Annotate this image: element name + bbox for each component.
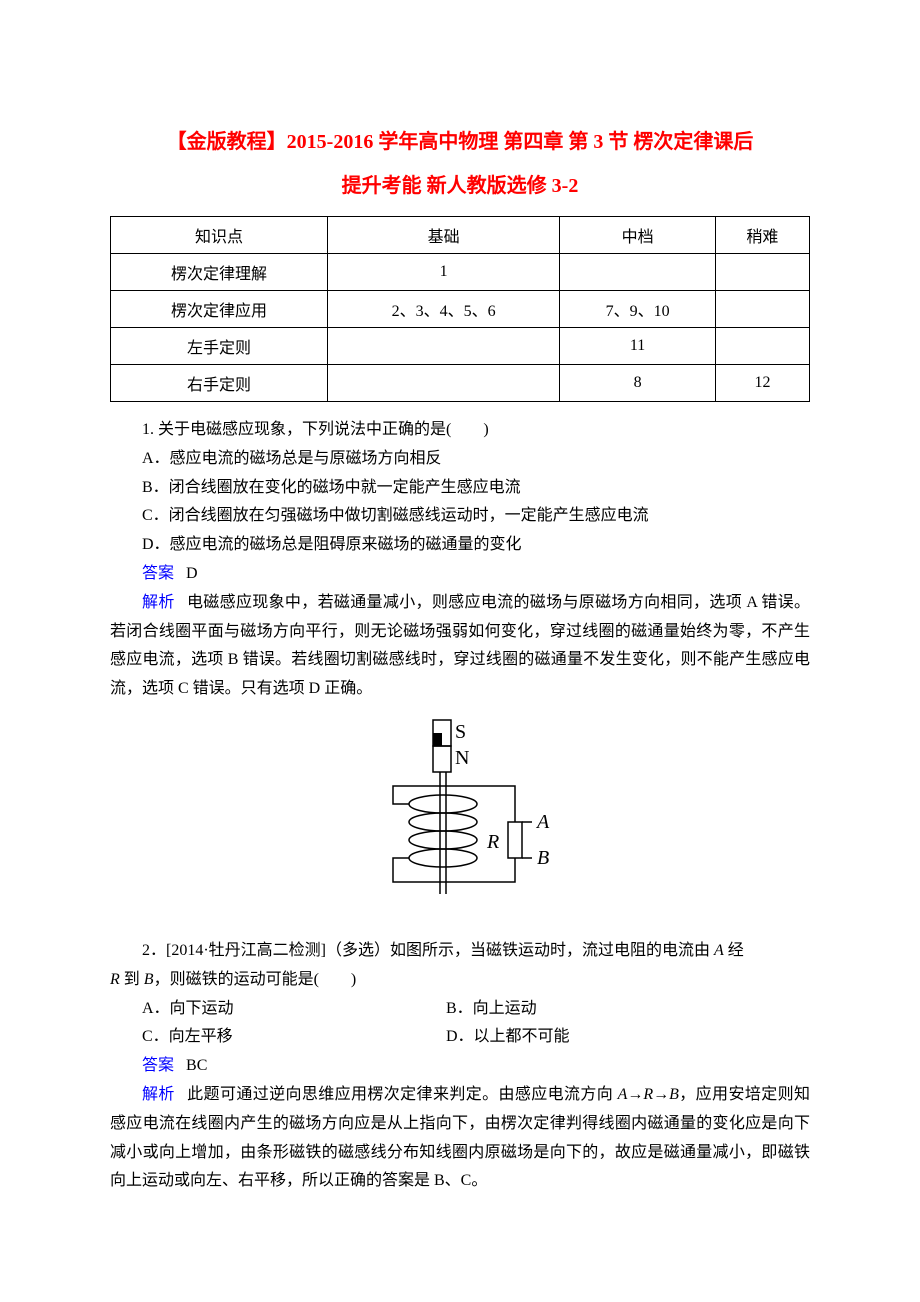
q2-option-a: A．向下运动 <box>110 995 446 1024</box>
cell: 7、9、10 <box>560 291 716 328</box>
answer-label: 答案 <box>142 565 174 582</box>
col-header: 稍难 <box>715 217 809 254</box>
table-row: 右手定则 8 12 <box>111 365 810 402</box>
label-s: S <box>455 721 466 743</box>
q2-stem-text4: ，则磁铁的运动可能是( ) <box>154 971 357 988</box>
cell: 2、3、4、5、6 <box>327 291 559 328</box>
q2-stem-text2: 经 <box>724 942 744 959</box>
q2-option-c: C．向左平移 <box>110 1023 446 1052</box>
q1-analysis: 解析 电磁感应现象中，若磁通量减小，则感应电流的磁场与原磁场方向相同，选项 A … <box>110 589 810 704</box>
label-n: N <box>455 747 469 769</box>
cell: 11 <box>560 328 716 365</box>
cell: 1 <box>327 254 559 291</box>
label-a: A <box>535 811 550 833</box>
diagram-svg: S N R A B <box>355 714 565 924</box>
answer-text: BC <box>186 1057 207 1074</box>
answer-label: 答案 <box>142 1057 174 1074</box>
q1-stem: 1. 关于电磁感应现象，下列说法中正确的是( ) <box>110 416 810 445</box>
q1-option-d: D．感应电流的磁场总是阻碍原来磁场的磁通量的变化 <box>110 531 810 560</box>
doc-title-line1: 【金版教程】2015-2016 学年高中物理 第四章 第 3 节 楞次定律课后 <box>110 120 810 164</box>
q1-option-c: C．闭合线圈放在匀强磁场中做切割磁感线运动时，一定能产生感应电流 <box>110 502 810 531</box>
var-r: R <box>110 971 120 988</box>
q2-stem-line2: R 到 B，则磁铁的运动可能是( ) <box>110 966 810 995</box>
q2-answer: 答案 BC <box>110 1052 810 1081</box>
col-header: 知识点 <box>111 217 328 254</box>
cell: 8 <box>560 365 716 402</box>
analysis-label: 解析 <box>142 594 175 611</box>
cell: 12 <box>715 365 809 402</box>
var-b: B <box>144 971 154 988</box>
q2-option-b: B．向上运动 <box>446 995 810 1024</box>
cell <box>327 365 559 402</box>
cell: 左手定则 <box>111 328 328 365</box>
q2-option-d: D．以上都不可能 <box>446 1023 810 1052</box>
cell <box>560 254 716 291</box>
cell <box>327 328 559 365</box>
analysis-text-1: 此题可通过逆向思维应用楞次定律来判定。由感应电流方向 <box>187 1086 617 1103</box>
q1-option-a: A．感应电流的磁场总是与原磁场方向相反 <box>110 445 810 474</box>
q2-stem-text3: 到 <box>120 971 144 988</box>
table-row: 楞次定律应用 2、3、4、5、6 7、9、10 <box>111 291 810 328</box>
table-header-row: 知识点 基础 中档 稍难 <box>111 217 810 254</box>
analysis-text: 电磁感应现象中，若磁通量减小，则感应电流的磁场与原磁场方向相同，选项 A 错误。… <box>110 594 810 697</box>
answer-text: D <box>186 565 198 582</box>
analysis-label: 解析 <box>142 1086 175 1103</box>
cell: 楞次定律理解 <box>111 254 328 291</box>
q2-analysis: 解析 此题可通过逆向思维应用楞次定律来判定。由感应电流方向 A→R→B，应用安培… <box>110 1081 810 1196</box>
q2-options-row2: C．向左平移 D．以上都不可能 <box>110 1023 810 1052</box>
label-r: R <box>486 831 499 853</box>
table-row: 楞次定律理解 1 <box>111 254 810 291</box>
cell: 右手定则 <box>111 365 328 402</box>
col-header: 中档 <box>560 217 716 254</box>
q2-stem-text1: 2．[2014·牡丹江高二检测]（多选）如图所示，当磁铁运动时，流过电阻的电流由 <box>142 942 714 959</box>
doc-title-line2: 提升考能 新人教版选修 3-2 <box>110 164 810 208</box>
page: 【金版教程】2015-2016 学年高中物理 第四章 第 3 节 楞次定律课后 … <box>0 0 920 1302</box>
q1-answer: 答案 D <box>110 560 810 589</box>
knowledge-table: 知识点 基础 中档 稍难 楞次定律理解 1 楞次定律应用 2、3、4、5、6 7… <box>110 216 810 402</box>
q2-options-row1: A．向下运动 B．向上运动 <box>110 995 810 1024</box>
label-b: B <box>537 847 549 869</box>
q2-stem-line1: 2．[2014·牡丹江高二检测]（多选）如图所示，当磁铁运动时，流过电阻的电流由… <box>110 937 810 966</box>
current-path: A→R→B <box>618 1086 679 1103</box>
col-header: 基础 <box>327 217 559 254</box>
cell <box>715 328 809 365</box>
table-row: 左手定则 11 <box>111 328 810 365</box>
var-a: A <box>714 942 724 959</box>
cell <box>715 291 809 328</box>
q1-option-b: B．闭合线圈放在变化的磁场中就一定能产生感应电流 <box>110 474 810 503</box>
cell <box>715 254 809 291</box>
cell: 楞次定律应用 <box>111 291 328 328</box>
figure-magnet-coil: S N R A B <box>110 714 810 929</box>
